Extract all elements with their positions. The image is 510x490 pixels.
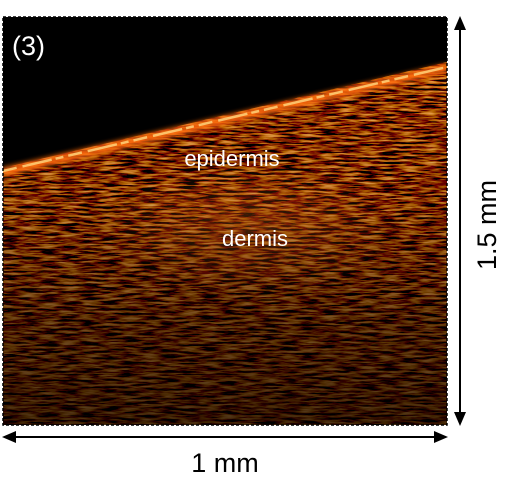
horizontal-scale-arrow xyxy=(2,431,448,443)
horizontal-scale-label: 1 mm xyxy=(191,448,259,478)
image-border xyxy=(2,16,448,426)
epidermis-label: epidermis xyxy=(184,146,279,171)
vertical-scale-arrow xyxy=(454,16,466,426)
vertical-scale-label: 1.5 mm xyxy=(472,180,502,270)
dermis-label: dermis xyxy=(222,226,288,251)
panel-label: (3) xyxy=(12,31,45,61)
oct-image xyxy=(3,17,447,425)
